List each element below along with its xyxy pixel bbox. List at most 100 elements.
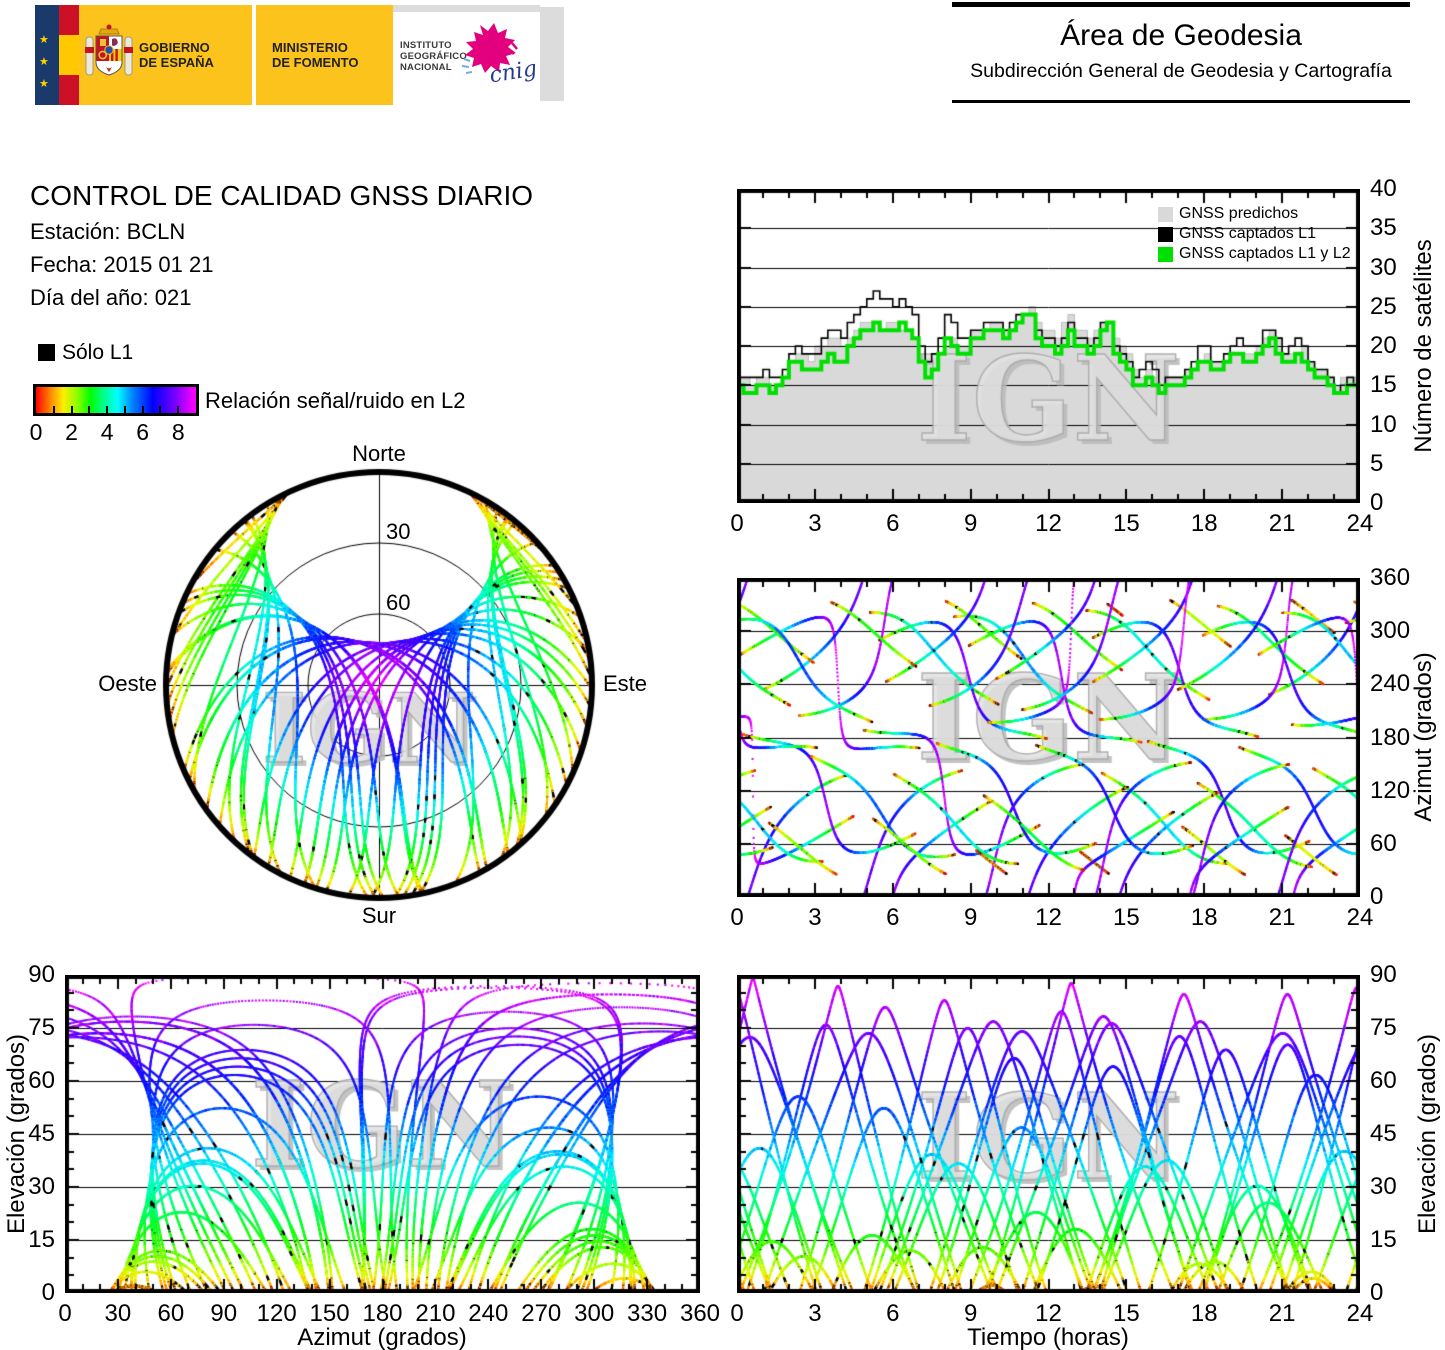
elevation-azimuth-chart-canvas <box>65 975 700 1293</box>
colorbar-tick <box>159 406 162 413</box>
area-subtitle: Subdirección General de Geodesia y Carto… <box>970 60 1392 82</box>
elev-az-y-tick: 45 <box>28 1120 55 1147</box>
azimuth-y-tick: 0 <box>1370 883 1384 910</box>
elev-time-x-tick: 21 <box>1268 1300 1296 1327</box>
ign-label: INSTITUTO GEOGRÁFICO NACIONAL <box>400 40 467 73</box>
gobierno-line2: DE ESPAÑA <box>139 55 214 70</box>
ministerio-label: MINISTERIO DE FOMENTO <box>272 40 358 70</box>
elev-az-x-tick: 210 <box>415 1300 456 1327</box>
sat-count-x-tick: 21 <box>1268 510 1296 537</box>
skyplot-ring60-label: 60 <box>386 590 411 615</box>
sat-count-x-tick: 9 <box>963 510 978 537</box>
colorbar-tick <box>123 406 126 413</box>
legend-label-captados-l1l2: GNSS captados L1 y L2 <box>1179 245 1351 262</box>
elev-az-x-tick: 120 <box>256 1300 297 1327</box>
sat-count-y-tick: 15 <box>1370 371 1397 399</box>
elev-time-x-tick: 6 <box>886 1300 900 1327</box>
skyplot-east-label: Este <box>603 671 648 696</box>
colorbar-tick <box>70 406 73 413</box>
legend-swatch-predichos <box>1158 206 1173 222</box>
colorbar-tick <box>141 406 144 413</box>
sat-count-y-axis-title: Número de satélites <box>1410 239 1437 453</box>
legend-row-captados-l1l2: GNSS captados L1 y L2 <box>1158 244 1351 264</box>
elev-time-x-tick: 0 <box>730 1300 744 1327</box>
sat-count-x-tick: 6 <box>886 510 900 537</box>
star-icon: ★ <box>39 34 49 46</box>
azimuth-y-tick: 240 <box>1370 670 1411 698</box>
sat-count-y-tick: 30 <box>1370 253 1397 281</box>
ign-cnig-block: INSTITUTO GEOGRÁFICO NACIONAL cnig <box>393 5 540 105</box>
legend-label-predichos: GNSS predichos <box>1179 205 1299 222</box>
azimuth-time-chart-canvas <box>737 578 1360 897</box>
elev-time-y-tick: 45 <box>1370 1120 1397 1147</box>
flag-red-band <box>59 5 79 35</box>
azimuth-x-tick: 21 <box>1268 904 1296 931</box>
colorbar-tick <box>88 406 91 413</box>
azimuth-x-tick: 24 <box>1346 904 1374 931</box>
elev-time-y-tick: 60 <box>1370 1067 1397 1094</box>
elev-az-x-tick: 360 <box>679 1300 721 1327</box>
skyplot-canvas <box>161 467 597 903</box>
flag-yellow-band <box>59 35 79 75</box>
gray-strip <box>393 5 540 12</box>
elev-time-x-tick: 24 <box>1346 1300 1374 1327</box>
sat-count-y-tick: 25 <box>1370 292 1397 320</box>
elev-az-x-tick: 270 <box>521 1300 562 1327</box>
colorbar-number: 8 <box>171 419 185 445</box>
ministerio-block: MINISTERIO DE FOMENTO <box>256 5 393 105</box>
sat-count-y-tick: 40 <box>1370 175 1397 202</box>
header-divider <box>252 5 256 105</box>
azimuth-x-tick: 12 <box>1035 904 1062 931</box>
azimuth-x-tick: 6 <box>886 904 900 931</box>
azimuth-x-tick: 0 <box>730 904 744 931</box>
sat-count-x-tick: 12 <box>1035 510 1062 537</box>
elev-az-x-tick: 300 <box>574 1300 615 1327</box>
snr-colorbar <box>33 384 199 416</box>
azimuth-y-tick: 300 <box>1370 617 1411 645</box>
gobierno-line1: GOBIERNO <box>139 40 210 55</box>
star-icon: ★ <box>39 78 49 90</box>
skyplot-south-label: Sur <box>361 903 397 928</box>
elev-az-y-tick: 90 <box>28 961 55 988</box>
colorbar-number: 0 <box>29 419 43 445</box>
cnig-logo-icon: cnig <box>461 23 538 88</box>
sat-count-x-tick: 24 <box>1346 510 1374 537</box>
sat-count-y-tick: 10 <box>1370 410 1397 438</box>
star-icon: ★ <box>39 56 49 68</box>
colorbar-number: 6 <box>136 419 150 445</box>
elev-time-x-tick: 18 <box>1190 1300 1218 1327</box>
date-line: Fecha: 2015 01 21 <box>30 252 214 277</box>
skyplot-west-label: Oeste <box>98 671 157 696</box>
skyplot-ring30-label: 30 <box>386 519 411 544</box>
azimuth-y-tick: 120 <box>1370 776 1411 804</box>
spain-flag-strip <box>59 5 79 105</box>
elevation-left-y-axis-title: Elevación (grados) <box>3 1033 30 1235</box>
elev-az-x-tick: 60 <box>157 1300 185 1327</box>
azimuth-x-tick: 3 <box>808 904 822 931</box>
elev-time-y-tick: 30 <box>1370 1173 1397 1200</box>
elev-time-x-tick: 12 <box>1035 1300 1062 1327</box>
gray-strip-right <box>540 7 564 101</box>
sat-count-y-tick: 35 <box>1370 214 1397 242</box>
page-title: CONTROL DE CALIDAD GNSS DIARIO <box>30 180 534 211</box>
sat-count-x-tick: 0 <box>730 510 744 537</box>
sat-count-y-tick: 0 <box>1370 489 1384 516</box>
sat-count-x-tick: 3 <box>808 510 822 537</box>
sat-count-x-tick: 15 <box>1113 510 1140 537</box>
elev-time-x-tick: 9 <box>963 1300 978 1327</box>
skyplot-north-label: Norte <box>352 441 406 466</box>
flag-red-band <box>59 75 79 105</box>
elev-az-y-tick: 60 <box>28 1067 55 1094</box>
elev-az-x-tick: 240 <box>468 1300 509 1327</box>
elev-az-y-tick: 15 <box>28 1226 55 1253</box>
elev-az-x-tick: 30 <box>104 1300 132 1327</box>
government-header-banner: ★ ★ ★ <box>35 5 540 105</box>
sat-count-y-tick: 5 <box>1370 449 1384 477</box>
colorbar-tick <box>52 406 55 413</box>
elev-time-x-tick: 15 <box>1113 1300 1140 1327</box>
azimuth-x-tick: 18 <box>1190 904 1218 931</box>
sat-count-y-tick: 20 <box>1370 332 1397 359</box>
sat-count-x-tick: 18 <box>1190 510 1218 537</box>
ign-line3: NACIONAL <box>400 62 452 73</box>
